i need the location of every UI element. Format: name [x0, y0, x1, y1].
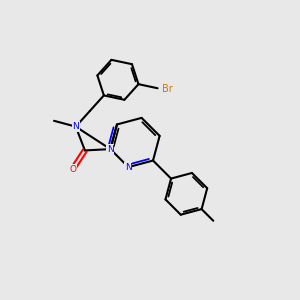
Text: N: N	[107, 145, 114, 154]
Text: Br: Br	[162, 84, 173, 94]
Text: N: N	[107, 145, 114, 154]
Text: N: N	[125, 163, 132, 172]
Text: O: O	[69, 165, 76, 174]
Text: N: N	[72, 122, 79, 131]
